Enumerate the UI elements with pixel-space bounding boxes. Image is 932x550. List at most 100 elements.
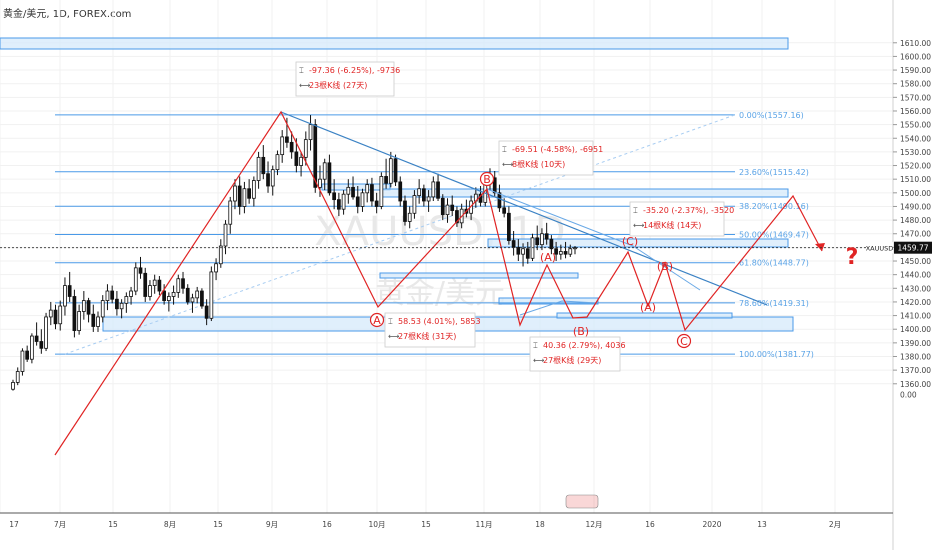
zone-box	[0, 37, 789, 50]
price-tick-label: 1550.00	[900, 121, 931, 130]
price-tick-label: 1560.00	[900, 107, 931, 116]
candle-body	[129, 290, 133, 297]
measurement-change: 40.36 (2.79%), 4036	[543, 341, 626, 350]
last-price-value: 1459.77	[897, 244, 928, 253]
candle-body	[351, 186, 355, 198]
time-tick-label: 17	[9, 520, 19, 529]
price-tick-label: 1380.00	[900, 353, 931, 362]
wave-label: (B)	[657, 260, 673, 273]
candle-body	[124, 296, 129, 304]
candle-body	[398, 181, 403, 202]
candle-body	[521, 248, 525, 255]
price-tick-label: 1370.00	[900, 366, 931, 375]
price-tick-label: 1600.00	[900, 52, 931, 61]
candle-body	[30, 335, 34, 360]
channel-line	[486, 188, 701, 291]
wave-label: (A)	[640, 301, 656, 314]
price-tick-label: 1520.00	[900, 162, 931, 171]
price-tick-label: 1410.00	[900, 312, 931, 321]
candle-body	[507, 212, 511, 241]
candle-body	[327, 162, 332, 194]
wave-labels: A B (A) (B) (C) (A) (B) C	[369, 171, 692, 349]
zone-box	[379, 188, 789, 198]
candle-body	[209, 271, 214, 319]
candle-body	[11, 382, 15, 390]
wave-arrowhead	[815, 243, 825, 251]
measurement-bars: 27根K线 (29天)	[543, 355, 601, 365]
candle-body	[96, 316, 100, 327]
candle-body	[247, 188, 251, 199]
candle-body	[502, 207, 507, 214]
candle-body	[436, 181, 440, 199]
candle-body	[535, 237, 540, 246]
candle-body	[455, 210, 459, 224]
candle-body	[228, 200, 233, 225]
measurement-change: -97.36 (-6.25%), -9736	[309, 66, 400, 75]
time-tick-label: 2月	[829, 520, 841, 529]
fib-label: 78.60%(1419.31)	[739, 299, 809, 308]
candle-body	[115, 298, 119, 310]
price-tick-label: 1610.00	[900, 39, 931, 48]
candle-body	[492, 177, 497, 194]
candle-body	[337, 199, 341, 210]
candle-body	[166, 296, 171, 301]
candle-body	[511, 240, 516, 248]
wave-label: (C)	[622, 235, 638, 248]
measurement-box	[498, 140, 594, 176]
time-tick-label: 16	[322, 520, 332, 529]
time-tick-label: 13	[757, 520, 767, 529]
candle-body	[554, 248, 558, 255]
candle-body	[261, 156, 266, 175]
measurement-icon: ⌶	[633, 206, 638, 215]
measurement-bars: 8根K线 (10天)	[512, 159, 565, 169]
candle-body	[568, 248, 573, 255]
measurement-icon: ⟷	[533, 356, 545, 365]
candle-body	[497, 192, 502, 209]
candle-body	[294, 151, 299, 166]
candle-body	[299, 156, 303, 166]
fib-retracement: 0.00%(1557.16) 23.60%(1515.42) 38.20%(1490…	[55, 111, 814, 359]
watermark-name: 黄金/美元	[375, 276, 505, 311]
measurement-icon: ⟷	[299, 81, 311, 90]
price-axis: 1360.00 1370.00 1380.00 1390.00 1400.00 1410.…	[866, 39, 932, 400]
candle-body	[39, 341, 44, 349]
candle-body	[266, 173, 270, 187]
candle-body	[374, 200, 379, 207]
price-tick-label: 1500.00	[900, 189, 931, 198]
symbol-tag-bg	[866, 242, 893, 254]
candle-body	[138, 267, 143, 274]
measurement-change: 58.53 (4.01%), 5853	[398, 317, 481, 326]
time-tick-label: 15	[213, 520, 223, 529]
candle-body	[549, 238, 554, 250]
price-tick-label: 1430.00	[900, 284, 931, 293]
candle-body	[445, 204, 450, 216]
candle-body	[379, 176, 384, 207]
candle-body	[171, 291, 176, 297]
time-tick-label: 10月	[368, 520, 385, 529]
price-tick-label: 1450.00	[900, 257, 931, 266]
measurement-icon: ⌶	[502, 145, 507, 154]
candle-body	[450, 204, 455, 211]
candle-body	[195, 290, 200, 299]
candle-body	[44, 316, 48, 349]
candle-body	[72, 296, 77, 331]
candle-body	[318, 178, 322, 188]
question-mark: ?	[846, 245, 859, 270]
time-axis: 17 7月 15 8月 15 9月 16 10月 15 11月 18 12月 16 2020 13 2月	[9, 494, 841, 529]
candle-body	[251, 180, 256, 199]
zone-box	[556, 312, 733, 319]
candle-body	[270, 169, 275, 187]
candle-body	[417, 188, 422, 196]
fib-label: 0.00%(1557.16)	[739, 111, 804, 120]
price-tick-label: 1470.00	[900, 230, 931, 239]
candle-body	[176, 278, 181, 293]
candle-body	[422, 188, 426, 202]
candle-body	[157, 279, 162, 292]
channel-line	[519, 300, 598, 316]
price-tick-label: 1420.00	[900, 298, 931, 307]
candle-body	[86, 300, 91, 315]
price-tick-label: 1390.00	[900, 339, 931, 348]
candle-body	[58, 305, 63, 325]
wave-label: A	[373, 314, 381, 327]
